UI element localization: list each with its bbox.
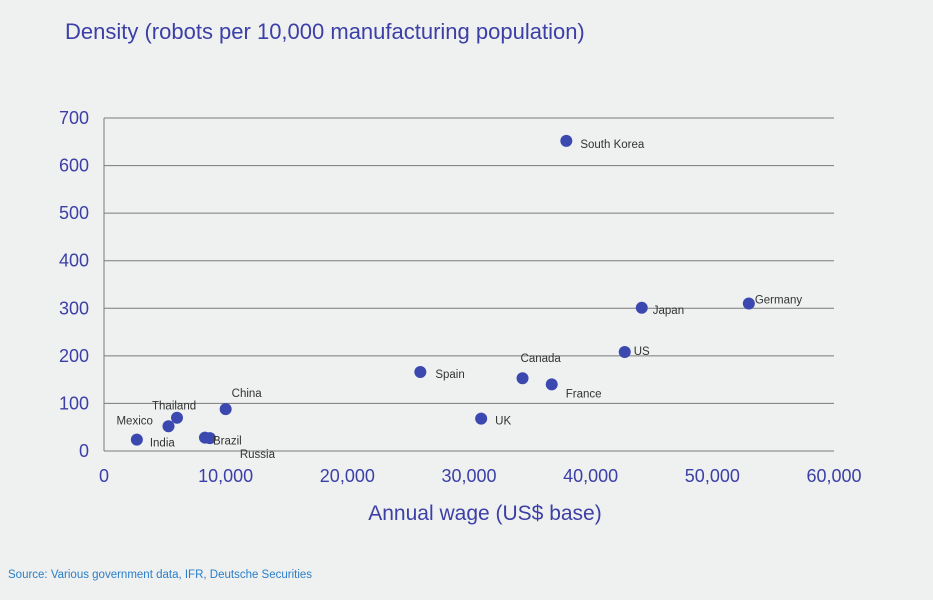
- y-tick-label: 500: [59, 203, 89, 223]
- point-label-canada: Canada: [521, 353, 562, 365]
- point-label-uk: UK: [495, 416, 511, 428]
- chart-title: Density (robots per 10,000 manufacturing…: [65, 19, 585, 44]
- point-label-china: China: [232, 388, 263, 400]
- axes: [103, 118, 834, 452]
- point-label-germany: Germany: [755, 295, 803, 307]
- y-tick-label: 0: [79, 441, 89, 461]
- data-point-uk: [475, 412, 488, 425]
- data-point-russia: [203, 432, 216, 445]
- point-label-brazil: Brazil: [213, 436, 242, 448]
- data-point-south-korea: [560, 134, 573, 147]
- data-point-germany: [742, 297, 755, 310]
- y-tick-label: 100: [59, 393, 89, 413]
- point-label-france: France: [566, 388, 602, 400]
- point-label-south-korea: South Korea: [580, 139, 645, 151]
- y-tick-label: 400: [59, 251, 89, 271]
- gridlines: [104, 117, 834, 404]
- x-axis-ticks: 0 10,000 20,000 30,000 40,000 50,000 60,000: [99, 466, 862, 486]
- data-points: [130, 134, 755, 446]
- data-point-thailand: [171, 411, 183, 424]
- x-tick-label: 50,000: [685, 466, 740, 486]
- point-label-mexico: Mexico: [116, 415, 152, 427]
- x-tick-label: 20,000: [320, 466, 375, 486]
- y-axis-ticks: 0 100 200 300 400 500 600 700: [59, 108, 89, 461]
- point-label-thailand: Thailand: [152, 401, 196, 413]
- point-label-us: US: [634, 346, 650, 358]
- point-label-russia: Russia: [240, 449, 276, 461]
- data-point-france: [545, 378, 558, 391]
- data-point-japan: [635, 301, 648, 314]
- x-tick-label: 60,000: [806, 466, 861, 486]
- x-axis-label: Annual wage (US$ base): [368, 502, 601, 525]
- y-tick-label: 700: [59, 108, 89, 128]
- x-tick-label: 0: [99, 466, 109, 486]
- data-point-mexico: [162, 420, 175, 433]
- x-tick-label: 30,000: [441, 466, 496, 486]
- source-note: Source: Various government data, IFR, De…: [8, 569, 312, 581]
- y-tick-label: 200: [59, 346, 89, 366]
- x-tick-label: 10,000: [198, 466, 253, 486]
- data-point-china: [219, 403, 232, 416]
- data-point-us: [618, 346, 631, 359]
- point-label-japan: Japan: [653, 305, 684, 317]
- point-label-spain: Spain: [435, 369, 464, 381]
- point-label-india: India: [150, 438, 176, 450]
- y-tick-label: 300: [59, 298, 89, 318]
- y-tick-label: 600: [59, 156, 89, 176]
- data-point-spain: [414, 366, 427, 379]
- x-tick-label: 40,000: [563, 466, 618, 486]
- data-point-canada: [516, 372, 529, 385]
- point-labels: South Korea Germany Japan US Spain Canada Fran…: [116, 139, 802, 461]
- data-point-india: [130, 433, 143, 446]
